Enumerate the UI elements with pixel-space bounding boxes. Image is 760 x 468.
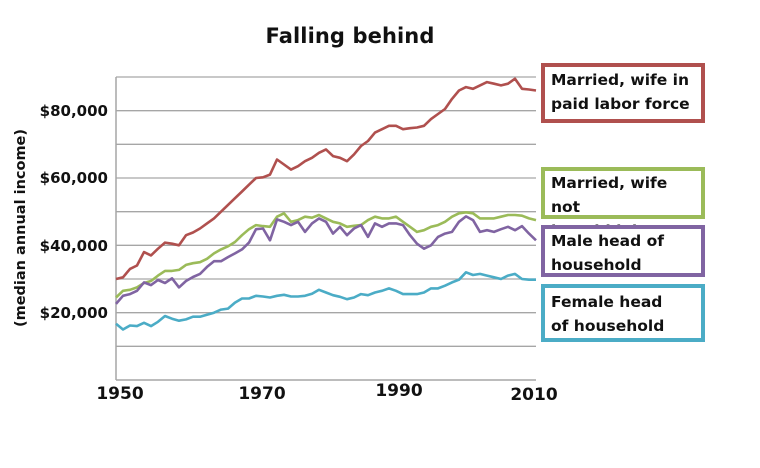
x-tick-1970: 1970 [238,384,286,404]
legend-label-line2: of household [551,317,665,335]
x-tick-1990: 1990 [375,381,423,401]
legend-label-line2: household [551,256,642,274]
y-tick-40000: $40,000 [39,237,108,255]
legend-label-line1: Female head [551,293,663,311]
legend-label-line1: Male head of [551,232,664,250]
legend-item-male-head: Male head of household [541,225,705,277]
series-lines [115,77,537,331]
y-tick-80000: $80,000 [39,102,108,120]
series-line-1 [115,211,537,299]
legend-item-married-wife-not-working: Married, wife not in paid labor force [541,167,705,264]
legend-item-married-wife-working: Married, wife in paid labor force [541,63,705,123]
legend-item-female-head: Female head of household [541,284,705,342]
x-tick-2010: 2010 [510,385,558,405]
y-tick-60000: $60,000 [39,169,108,187]
legend-label-line1: Married, wife in [551,71,690,89]
y-tick-20000: $20,000 [39,304,108,322]
x-tick-1950: 1950 [96,384,144,404]
chart-title: Falling behind [265,24,435,48]
gridlines [116,76,536,347]
legend-label-line1: Married, wife not [551,174,668,216]
series-line-0 [115,77,537,281]
series-line-2 [115,215,537,305]
series-line-3 [115,270,536,331]
legend-label-line2: paid labor force [551,95,690,113]
